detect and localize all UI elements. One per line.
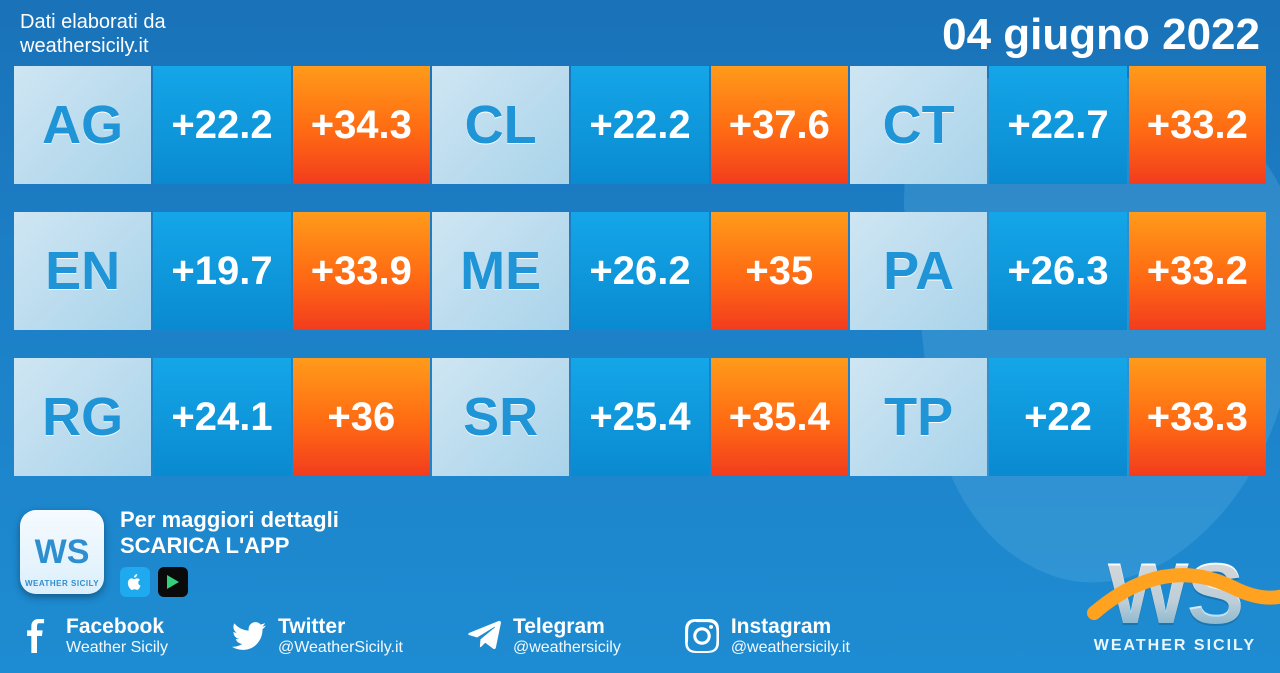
- store-badges: [120, 567, 339, 597]
- province-en: EN+19.7+33.9: [14, 212, 430, 330]
- province-code: AG: [14, 66, 151, 184]
- min-temp: +26.3: [989, 212, 1126, 330]
- min-temp: +24.1: [153, 358, 290, 476]
- temperature-grid: AG+22.2+34.3CL+22.2+37.6CT+22.7+33.2EN+1…: [0, 66, 1280, 476]
- social-row: FacebookWeather SicilyTwitter@WeatherSic…: [20, 615, 1260, 657]
- social-telegram[interactable]: Telegram@weathersicily: [467, 615, 621, 657]
- min-temp: +19.7: [153, 212, 290, 330]
- province-code: CL: [432, 66, 569, 184]
- social-facebook[interactable]: FacebookWeather Sicily: [20, 615, 168, 657]
- header: Dati elaborati da weathersicily.it 04 gi…: [0, 0, 1280, 66]
- telegram-icon: [467, 619, 501, 653]
- max-temp: +37.6: [711, 66, 848, 184]
- footer: WS WEATHER SICILY Per maggiori dettagli …: [0, 495, 1280, 673]
- province-ag: AG+22.2+34.3: [14, 66, 430, 184]
- twitter-icon: [232, 619, 266, 653]
- grid-row: EN+19.7+33.9ME+26.2+35PA+26.3+33.2: [14, 212, 1266, 330]
- province-code: RG: [14, 358, 151, 476]
- min-temp: +26.2: [571, 212, 708, 330]
- date: 04 giugno 2022: [942, 10, 1260, 60]
- province-code: ME: [432, 212, 569, 330]
- social-name: Twitter: [278, 615, 403, 639]
- social-text: Instagram@weathersicily.it: [731, 615, 850, 657]
- credit-line-1: Dati elaborati da: [20, 10, 166, 34]
- max-temp: +36: [293, 358, 430, 476]
- grid-row: AG+22.2+34.3CL+22.2+37.6CT+22.7+33.2: [14, 66, 1266, 184]
- max-temp: +33.2: [1129, 212, 1266, 330]
- brand-text: WS: [1094, 556, 1256, 633]
- province-tp: TP+22+33.3: [850, 358, 1266, 476]
- max-temp: +33.3: [1129, 358, 1266, 476]
- province-ct: CT+22.7+33.2: [850, 66, 1266, 184]
- province-code: CT: [850, 66, 987, 184]
- grid-row: RG+24.1+36SR+25.4+35.4TP+22+33.3: [14, 358, 1266, 476]
- credit-block: Dati elaborati da weathersicily.it: [20, 10, 166, 58]
- max-temp: +33.2: [1129, 66, 1266, 184]
- brand-caption: Weather Sicily: [1094, 637, 1256, 655]
- social-instagram[interactable]: Instagram@weathersicily.it: [685, 615, 850, 657]
- province-code: TP: [850, 358, 987, 476]
- social-text: Twitter@WeatherSicily.it: [278, 615, 403, 657]
- social-name: Facebook: [66, 615, 168, 639]
- app-promo: WS WEATHER SICILY Per maggiori dettagli …: [20, 507, 1260, 597]
- app-line-1: Per maggiori dettagli: [120, 507, 339, 533]
- app-badge[interactable]: WS WEATHER SICILY: [20, 510, 104, 594]
- social-text: Telegram@weathersicily: [513, 615, 621, 657]
- province-cl: CL+22.2+37.6: [432, 66, 848, 184]
- province-code: SR: [432, 358, 569, 476]
- province-rg: RG+24.1+36: [14, 358, 430, 476]
- social-name: Telegram: [513, 615, 621, 639]
- min-temp: +22.7: [989, 66, 1126, 184]
- app-badge-text: WS: [35, 533, 90, 572]
- province-me: ME+26.2+35: [432, 212, 848, 330]
- min-temp: +22.2: [153, 66, 290, 184]
- playstore-icon[interactable]: [158, 567, 188, 597]
- social-twitter[interactable]: Twitter@WeatherSicily.it: [232, 615, 403, 657]
- province-code: PA: [850, 212, 987, 330]
- max-temp: +35.4: [711, 358, 848, 476]
- province-sr: SR+25.4+35.4: [432, 358, 848, 476]
- min-temp: +25.4: [571, 358, 708, 476]
- brand-logo: WS Weather Sicily: [1094, 556, 1256, 655]
- province-pa: PA+26.3+33.2: [850, 212, 1266, 330]
- max-temp: +35: [711, 212, 848, 330]
- social-handle: @weathersicily: [513, 639, 621, 657]
- app-badge-caption: WEATHER SICILY: [25, 579, 99, 588]
- credit-line-2: weathersicily.it: [20, 34, 166, 58]
- social-name: Instagram: [731, 615, 850, 639]
- social-text: FacebookWeather Sicily: [66, 615, 168, 657]
- facebook-icon: [20, 619, 54, 653]
- min-temp: +22: [989, 358, 1126, 476]
- app-line-2: SCARICA L'APP: [120, 533, 339, 559]
- instagram-icon: [685, 619, 719, 653]
- max-temp: +34.3: [293, 66, 430, 184]
- app-text-block: Per maggiori dettagli SCARICA L'APP: [120, 507, 339, 597]
- social-handle: @weathersicily.it: [731, 639, 850, 657]
- appstore-icon[interactable]: [120, 567, 150, 597]
- weather-infographic: Dati elaborati da weathersicily.it 04 gi…: [0, 0, 1280, 673]
- min-temp: +22.2: [571, 66, 708, 184]
- social-handle: Weather Sicily: [66, 639, 168, 657]
- max-temp: +33.9: [293, 212, 430, 330]
- social-handle: @WeatherSicily.it: [278, 639, 403, 657]
- province-code: EN: [14, 212, 151, 330]
